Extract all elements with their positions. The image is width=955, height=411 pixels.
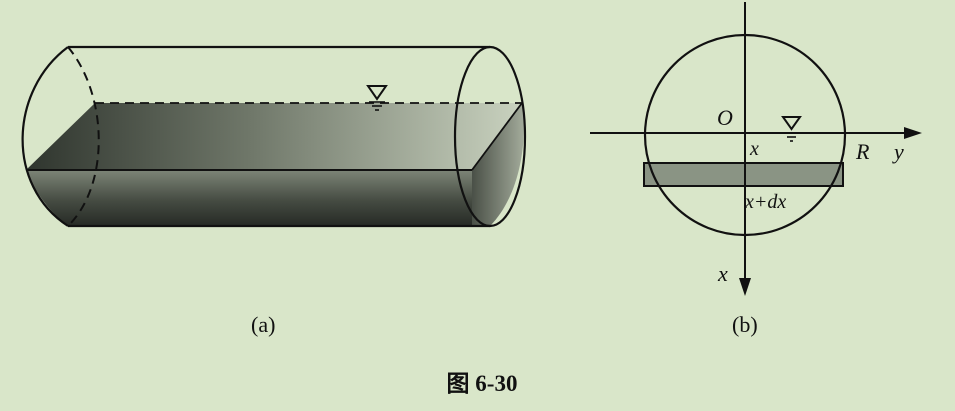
liquid-end [472,103,524,226]
tank-left-hidden-end [67,46,100,227]
radius-label: R [855,139,870,164]
origin-label: O [717,105,733,130]
panel-a-label: (a) [251,312,275,337]
figure-caption: 图 6-30 [447,371,518,396]
water-surface-triangle-icon [366,85,388,111]
y-axis-label: y [892,139,904,164]
water-end-edge [471,102,523,171]
liquid-surface [26,103,522,170]
cylinder-tank [21,45,527,228]
panel-b-label: (b) [732,312,758,337]
cross-section: O x R y x x+dx [590,2,922,296]
water-surface-triangle-icon [781,116,802,142]
x-axis-label: x [717,261,728,286]
strip-element [643,162,844,187]
x-position-label: x [749,138,759,160]
y-axis-arrow-icon [904,127,922,139]
strip-label: x+dx [744,191,786,213]
tank-left-end [21,46,69,227]
x-axis-arrow-icon [739,278,751,296]
tank-right-end [453,45,527,228]
liquid-body [26,170,472,226]
